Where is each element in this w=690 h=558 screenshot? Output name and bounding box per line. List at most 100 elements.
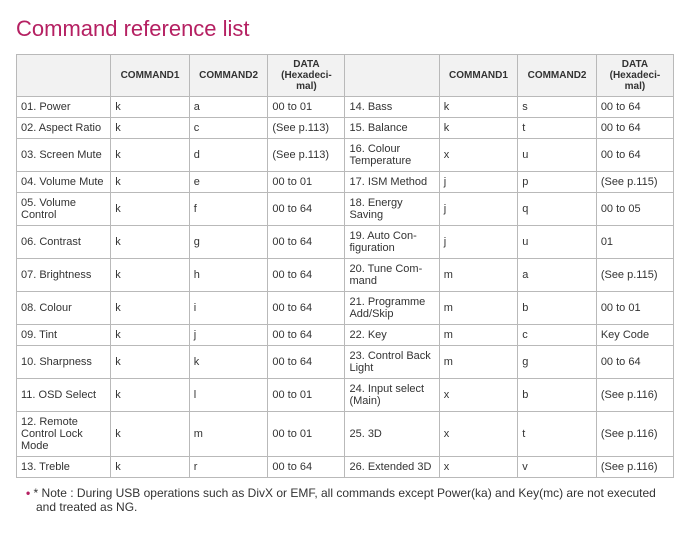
cell-data: 01: [596, 226, 673, 259]
cell-cmd1: x: [439, 379, 518, 412]
cell-cmd1: m: [439, 346, 518, 379]
cell-name: 07. Brightness: [17, 259, 111, 292]
cell-name: 09. Tint: [17, 325, 111, 346]
col-cmd1-right: COMMAND1: [439, 55, 518, 97]
cell-cmd2: p: [518, 172, 597, 193]
cell-name: 18. Energy Saving: [345, 193, 439, 226]
cell-cmd2: s: [518, 97, 597, 118]
cell-name: 23. Control Back Light: [345, 346, 439, 379]
table-row: 04. Volume Muteke00 to 0117. ISM Methodj…: [17, 172, 674, 193]
cell-name: 08. Colour: [17, 292, 111, 325]
cell-cmd2: d: [189, 139, 268, 172]
table-row: 05. Volume Controlkf00 to 6418. Energy S…: [17, 193, 674, 226]
cell-data: 00 to 64: [596, 118, 673, 139]
table-row: 09. Tintkj00 to 6422. KeymcKey Code: [17, 325, 674, 346]
cell-data: 00 to 64: [268, 259, 345, 292]
table-row: 10. Sharpnesskk00 to 6423. Control Back …: [17, 346, 674, 379]
cell-name: 25. 3D: [345, 412, 439, 457]
cell-cmd2: a: [189, 97, 268, 118]
cell-name: 15. Balance: [345, 118, 439, 139]
cell-cmd2: f: [189, 193, 268, 226]
cell-data: 00 to 01: [596, 292, 673, 325]
cell-data: (See p.116): [596, 379, 673, 412]
footnote-text: * Note : During USB operations such as D…: [34, 486, 656, 514]
cell-cmd1: k: [111, 226, 190, 259]
cell-cmd1: m: [439, 259, 518, 292]
cell-data: (See p.116): [596, 412, 673, 457]
cell-cmd2: b: [518, 379, 597, 412]
cell-data: 00 to 01: [268, 97, 345, 118]
cell-cmd1: k: [111, 97, 190, 118]
cell-data: (See p.116): [596, 457, 673, 478]
cell-cmd1: k: [111, 412, 190, 457]
cell-cmd2: i: [189, 292, 268, 325]
cell-cmd2: t: [518, 118, 597, 139]
col-data-right: DATA (Hexadeci-mal): [596, 55, 673, 97]
cell-data: 00 to 64: [268, 325, 345, 346]
col-cmd2-right: COMMAND2: [518, 55, 597, 97]
cell-cmd1: k: [111, 118, 190, 139]
cell-cmd1: k: [111, 259, 190, 292]
cell-cmd1: x: [439, 139, 518, 172]
cell-data: 00 to 01: [268, 412, 345, 457]
cell-cmd2: a: [518, 259, 597, 292]
cell-cmd2: j: [189, 325, 268, 346]
table-row: 13. Treblekr00 to 6426. Extended 3Dxv(Se…: [17, 457, 674, 478]
cell-data: (See p.115): [596, 172, 673, 193]
cell-name: 02. Aspect Ratio: [17, 118, 111, 139]
cell-cmd1: j: [439, 172, 518, 193]
cell-data: 00 to 01: [268, 379, 345, 412]
cell-cmd2: k: [189, 346, 268, 379]
cell-data: 00 to 64: [596, 139, 673, 172]
cell-cmd1: m: [439, 292, 518, 325]
cell-data: 00 to 64: [268, 457, 345, 478]
cell-data: (See p.113): [268, 139, 345, 172]
cell-cmd2: g: [189, 226, 268, 259]
cell-data: 00 to 64: [596, 346, 673, 379]
cell-name: 04. Volume Mute: [17, 172, 111, 193]
table-row: 07. Brightnesskh00 to 6420. Tune Com-man…: [17, 259, 674, 292]
cell-cmd2: t: [518, 412, 597, 457]
page-title: Command reference list: [16, 16, 674, 42]
cell-name: 10. Sharpness: [17, 346, 111, 379]
cell-cmd1: k: [111, 457, 190, 478]
cell-cmd1: x: [439, 412, 518, 457]
cell-cmd2: c: [189, 118, 268, 139]
bullet-icon: •: [26, 486, 30, 500]
cell-name: 20. Tune Com-mand: [345, 259, 439, 292]
col-cmd1-left: COMMAND1: [111, 55, 190, 97]
cell-name: 11. OSD Select: [17, 379, 111, 412]
cell-cmd2: r: [189, 457, 268, 478]
cell-name: 01. Power: [17, 97, 111, 118]
col-data-left: DATA (Hexadeci-mal): [268, 55, 345, 97]
col-blank-left: [17, 55, 111, 97]
cell-cmd2: e: [189, 172, 268, 193]
table-row: 11. OSD Selectkl00 to 0124. Input select…: [17, 379, 674, 412]
cell-data: 00 to 64: [268, 193, 345, 226]
table-row: 01. Powerka00 to 0114. Bassks00 to 64: [17, 97, 674, 118]
cell-cmd1: k: [111, 193, 190, 226]
cell-name: 03. Screen Mute: [17, 139, 111, 172]
cell-cmd1: k: [111, 172, 190, 193]
cell-name: 16. Colour Temperature: [345, 139, 439, 172]
cell-name: 24. Input select (Main): [345, 379, 439, 412]
col-cmd2-left: COMMAND2: [189, 55, 268, 97]
cell-name: 26. Extended 3D: [345, 457, 439, 478]
cell-cmd1: j: [439, 226, 518, 259]
cell-cmd2: g: [518, 346, 597, 379]
cell-cmd1: j: [439, 193, 518, 226]
cell-cmd1: k: [439, 97, 518, 118]
cell-cmd2: v: [518, 457, 597, 478]
cell-cmd1: x: [439, 457, 518, 478]
table-row: 03. Screen Mutekd(See p.113)16. Colour T…: [17, 139, 674, 172]
cell-cmd1: k: [111, 346, 190, 379]
cell-name: 06. Contrast: [17, 226, 111, 259]
footnote: • * Note : During USB operations such as…: [16, 486, 674, 514]
cell-data: 00 to 01: [268, 172, 345, 193]
cell-data: 00 to 64: [268, 226, 345, 259]
cell-data: Key Code: [596, 325, 673, 346]
cell-cmd1: k: [111, 139, 190, 172]
cell-cmd1: m: [439, 325, 518, 346]
table-row: 12. Remote Control Lock Modekm00 to 0125…: [17, 412, 674, 457]
cell-data: 00 to 64: [268, 346, 345, 379]
